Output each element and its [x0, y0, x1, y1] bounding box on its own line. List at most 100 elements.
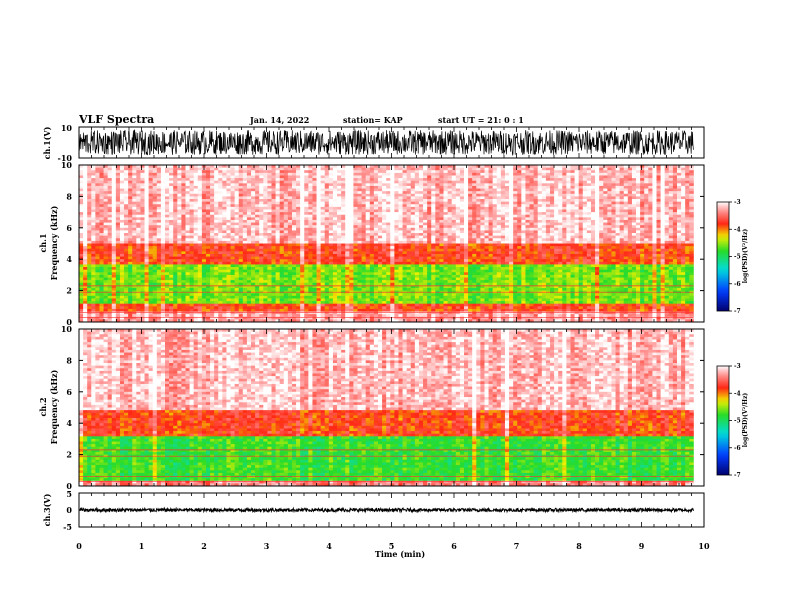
spectrogram-cell — [111, 243, 117, 247]
spectrogram-cell — [218, 319, 223, 323]
spectrogram-cell — [267, 206, 272, 210]
spectrogram-cell — [169, 277, 174, 281]
spectrogram-cell — [279, 185, 285, 189]
spectrogram-cell — [283, 209, 289, 213]
spectrogram-cell — [201, 170, 207, 174]
spectrogram-cell — [308, 201, 313, 205]
spectrogram-cell — [230, 199, 236, 203]
spectrogram-cell — [128, 238, 133, 242]
spectrogram-cell — [353, 240, 358, 244]
spectrogram-cell — [169, 308, 174, 312]
spectrogram-cell — [205, 253, 211, 257]
spectrogram-cell — [324, 295, 330, 299]
spectrogram-cell — [341, 240, 346, 244]
spectrogram-cell — [115, 233, 121, 237]
spectrogram-cell — [91, 209, 96, 213]
spectrogram-cell — [378, 167, 383, 171]
spectrogram-cell — [324, 285, 330, 289]
spectrogram-cell — [386, 251, 391, 255]
spectrogram-cell — [287, 214, 293, 218]
spectrogram-cell — [394, 253, 399, 257]
spectrogram-cell — [341, 180, 346, 184]
spectrogram-cell — [136, 311, 141, 315]
spectrogram-cell — [291, 206, 297, 210]
spectrogram-cell — [140, 274, 145, 278]
spectrogram-cell — [398, 240, 403, 244]
spectrogram-cell — [91, 259, 96, 263]
spectrogram-cell — [353, 264, 358, 268]
spectrogram-cell — [230, 238, 236, 242]
spectrogram-cell — [144, 167, 150, 171]
spectrogram-cell — [144, 277, 150, 281]
spectrogram-cell — [402, 206, 408, 210]
spectrogram-cell — [160, 306, 166, 310]
spectrogram-cell — [345, 209, 350, 213]
spectrogram-cell — [271, 277, 276, 281]
spectrogram-cell — [197, 277, 203, 281]
spectrogram-cell — [251, 319, 256, 323]
spectrogram-cell — [378, 282, 383, 286]
spectrogram-cell — [87, 306, 92, 310]
spectrogram-cell — [246, 225, 252, 229]
spectrogram-cell — [201, 243, 207, 247]
spectrogram-cell — [382, 272, 387, 276]
spectrogram-cell — [337, 303, 342, 307]
spectrogram-cell — [165, 183, 170, 187]
spectrogram-cell — [156, 172, 162, 176]
spectrogram-cell — [132, 267, 137, 271]
spectrogram-cell — [160, 233, 166, 237]
spectrogram-cell — [152, 311, 158, 315]
spectrogram-cell — [271, 172, 276, 176]
spectrogram-cell — [95, 214, 100, 218]
spectrogram-cell — [107, 293, 113, 297]
spectrogram-cell — [189, 272, 195, 276]
spectrogram-cell — [291, 277, 297, 281]
spectrogram-cell — [197, 209, 203, 213]
spectrogram-cell — [238, 274, 244, 278]
spectrogram-cell — [345, 167, 350, 171]
spectrogram-cell — [234, 272, 240, 276]
spectrogram-cell — [230, 204, 236, 208]
spectrogram-cell — [165, 196, 170, 200]
spectrogram-cell — [373, 314, 379, 318]
spectrogram-cell — [386, 204, 391, 208]
spectrogram-cell — [332, 261, 338, 265]
spectrogram-cell — [296, 267, 301, 271]
spectrogram-cell — [251, 201, 256, 205]
spectrogram-cell — [222, 295, 227, 299]
spectrogram-cell — [353, 301, 358, 305]
spectrogram-cell — [218, 259, 223, 263]
spectrogram-cell — [394, 246, 399, 250]
spectrogram-cell — [128, 175, 133, 179]
spectrogram-cell — [337, 274, 342, 278]
spectrogram-cell — [246, 303, 252, 307]
spectrogram-cell — [144, 230, 150, 234]
spectrogram-cell — [177, 301, 182, 305]
spectrogram-cell — [83, 267, 88, 271]
spectrogram-cell — [341, 253, 346, 257]
spectrogram-cell — [365, 204, 371, 208]
spectrogram-cell — [357, 235, 363, 239]
spectrogram-cell — [124, 170, 129, 174]
spectrogram-cell — [205, 264, 211, 268]
spectrogram-cell — [136, 219, 141, 223]
spectrogram-cell — [414, 243, 420, 247]
spectrogram-cell — [304, 256, 309, 260]
spectrogram-cell — [337, 295, 342, 299]
spectrogram-cell — [275, 314, 281, 318]
spectrogram-cell — [222, 230, 227, 234]
spectrogram-cell — [160, 172, 166, 176]
spectrogram-cell — [414, 233, 420, 237]
spectrogram-cell — [332, 277, 338, 281]
spectrogram-cell — [234, 209, 240, 213]
spectrogram-cell — [87, 191, 92, 195]
spectrogram-cell — [304, 303, 309, 307]
spectrogram-cell — [205, 287, 211, 291]
spectrogram-cell — [234, 233, 240, 237]
spectrogram-cell — [365, 235, 371, 239]
spectrogram-cell — [83, 246, 88, 250]
spectrogram-cell — [115, 274, 121, 278]
spectrogram-cell — [238, 230, 244, 234]
spectrogram-cell — [218, 206, 223, 210]
spectrogram-cell — [324, 248, 330, 252]
